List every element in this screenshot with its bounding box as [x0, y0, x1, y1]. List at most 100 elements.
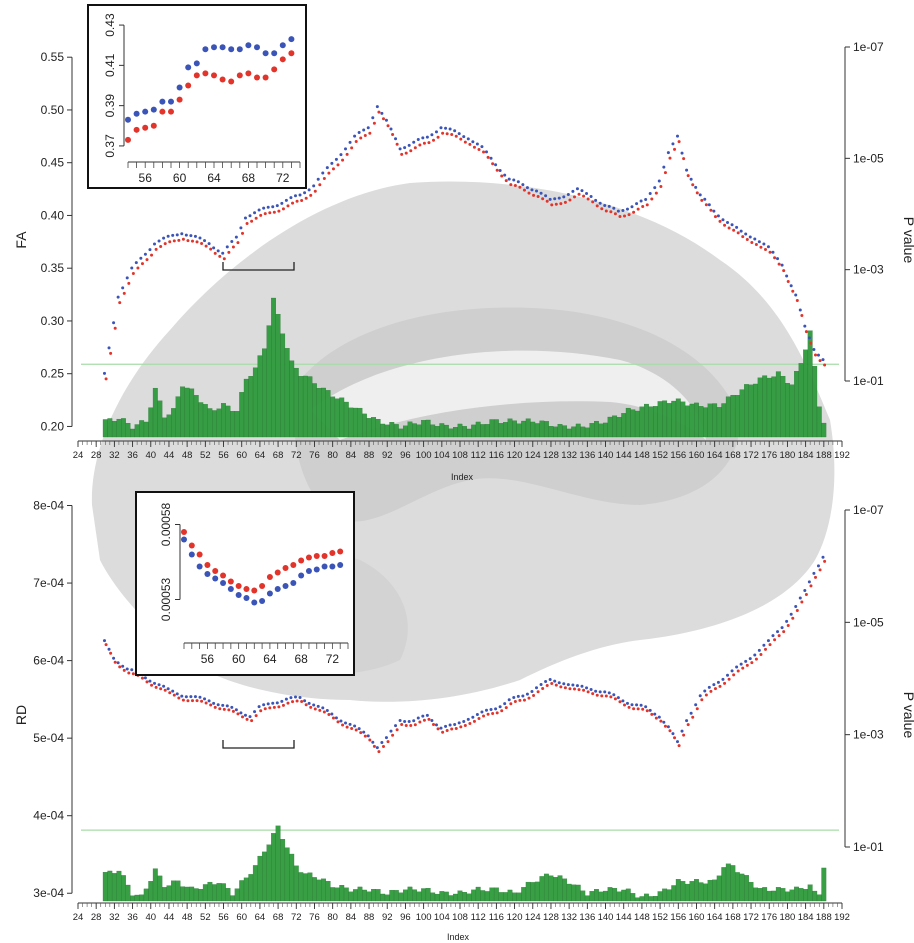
rd-pvalue-bar [816, 894, 822, 902]
fa-p-tick-label: 1e-01 [853, 374, 884, 388]
rd-series-a-point [371, 740, 375, 744]
rd-series-b-point [409, 723, 413, 727]
fa-pvalue-bar [775, 371, 781, 438]
rd-inset-x-tick-label: 60 [232, 652, 246, 666]
rd-series-a-point [334, 716, 338, 720]
rd-p-axis-label: P value [901, 692, 914, 739]
rd-series-b-point [609, 695, 613, 699]
rd-series-a-point [225, 704, 229, 708]
fa-x-tick-label: 96 [400, 450, 411, 461]
rd-pvalue-bar [384, 894, 390, 902]
rd-series-a-point [221, 703, 225, 707]
rd-pvalue-bar [539, 876, 545, 902]
fa-pvalue-bar [553, 426, 558, 438]
fa-series-b-point [732, 228, 736, 232]
rd-series-b-point [395, 728, 399, 732]
fa-pvalue-bar [362, 413, 367, 438]
rd-pvalue-bar [111, 873, 117, 902]
rd-x-tick-label: 44 [164, 912, 175, 923]
fa-pvalue-bar [566, 428, 572, 438]
fa-series-a-point [648, 192, 652, 196]
rd-series-a-point [707, 685, 711, 689]
rd-series-a-point [421, 714, 425, 718]
rd-series-b-point [354, 728, 358, 732]
fa-series-a-point [453, 129, 457, 133]
fa-pvalue-bar [275, 314, 281, 438]
fa-series-b-point [209, 247, 213, 251]
rd-series-a-point [735, 665, 739, 669]
rd-series-a-point [621, 699, 625, 703]
rd-series-b-point [468, 721, 472, 725]
fa-pvalue-bar [398, 428, 404, 438]
fa-series-a-point [289, 196, 293, 200]
rd-series-a-point [384, 736, 388, 740]
fa-pvalue-bar [357, 407, 363, 438]
fa-pvalue-bar [425, 419, 431, 438]
fa-inset-series-a-point [193, 60, 200, 67]
fa-pvalue-bar [730, 394, 736, 438]
rd-series-a-point [248, 715, 252, 719]
rd-series-a-point [648, 708, 652, 712]
fa-pvalue-bar [648, 406, 654, 438]
rd-series-a-point [580, 684, 584, 688]
rd-series-a-point [366, 734, 370, 738]
rd-series-a-point [812, 571, 816, 575]
rd-p-tick-label: 1e-07 [853, 503, 884, 517]
rd-series-b-point [295, 699, 299, 703]
rd-pvalue-bar [698, 882, 704, 902]
rd-series-b-point [304, 703, 308, 707]
fa-series-a-point [571, 189, 575, 193]
rd-series-b-point [823, 559, 827, 563]
rd-x-tick-label: 104 [434, 912, 450, 923]
fa-series-a-point [730, 223, 734, 227]
rd-pvalue-bar [512, 892, 517, 902]
rd-series-b-point [336, 720, 340, 724]
rd-series-a-point [803, 588, 807, 592]
rd-pvalue-bar [325, 881, 331, 902]
fa-inset-series-b-point [193, 72, 200, 79]
rd-series-b-point [250, 719, 254, 723]
rd-pvalue-bar [412, 889, 417, 902]
rd-series-b-point [445, 728, 449, 732]
rd-pvalue-bar [171, 880, 176, 902]
fa-pvalue-bar [634, 410, 640, 438]
rd-pvalue-bar [621, 889, 627, 902]
rd-pvalue-bar [598, 891, 604, 902]
fa-x-tick-label: 168 [725, 450, 741, 461]
fa-x-tick-label: 92 [382, 450, 393, 461]
rd-pvalue-bar [189, 886, 195, 902]
rd-x-tick-label: 132 [561, 912, 577, 923]
fa-series-b-point [818, 359, 822, 363]
fa-series-b-point [659, 185, 663, 189]
fa-series-b-point [318, 183, 322, 187]
rd-series-b-point [368, 738, 372, 742]
rd-series-a-point [284, 697, 288, 701]
fa-series-b-point [172, 239, 176, 243]
rd-series-b-point [682, 733, 686, 737]
rd-inset: 0.00053 0.00058 56 60 64 68 72 [135, 491, 355, 676]
rd-x-tick-label: 32 [109, 912, 120, 923]
fa-series-b-point [159, 244, 163, 248]
fa-x-tick-label: 176 [761, 450, 777, 461]
rd-series-a-point [480, 710, 484, 714]
fa-series-a-point [598, 201, 602, 205]
rd-inset-series-b-point [305, 554, 312, 561]
fa-series-a-point [307, 188, 311, 192]
rd-x-tick-label: 156 [670, 912, 686, 923]
fa-series-a-point [239, 226, 243, 230]
rd-series-a-point [430, 718, 434, 722]
fa-pvalue-bar [375, 418, 381, 438]
rd-series-a-point [353, 724, 357, 728]
fa-pvalue-bar [603, 422, 608, 438]
fa-inset-series-b-point [176, 96, 183, 103]
fa-p-axis-label: P value [901, 217, 914, 264]
fa-series-a-point [721, 218, 725, 222]
rd-pvalue-bar [603, 890, 608, 902]
rd-pvalue-bar [443, 891, 449, 902]
rd-pvalue-bar [734, 872, 740, 902]
fa-series-b-point [259, 213, 263, 217]
rd-pvalue-bar [630, 893, 636, 902]
rd-series-b-point [482, 714, 486, 718]
fa-series-a-point [589, 194, 593, 198]
fa-series-a-point [789, 284, 793, 288]
